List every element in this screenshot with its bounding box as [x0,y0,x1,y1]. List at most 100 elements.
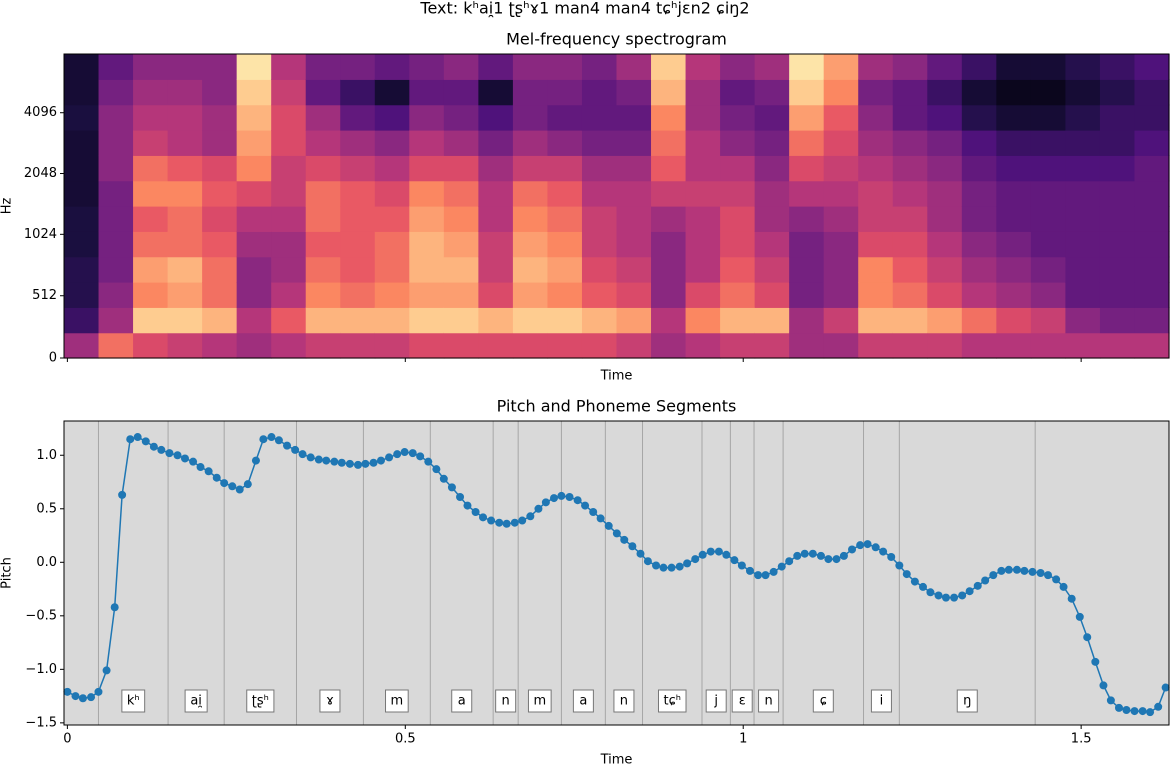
axes-title: Pitch and Phoneme Segments [497,397,737,416]
pitch-point [235,485,244,494]
pitch-point [565,493,574,501]
spectrogram-cell [927,104,963,131]
spectrogram-cell [685,54,721,80]
spectrogram-cell [892,231,928,258]
pitch-point [1028,567,1037,576]
pitch-point [698,550,707,559]
pitch-point [895,561,904,570]
spectrogram-cell [443,282,479,308]
pitch-point [785,557,794,566]
pitch-point [78,694,87,703]
spectrogram-cell [685,79,721,106]
phoneme-label: m [527,689,552,713]
spectrogram-cell [236,104,272,131]
phoneme-box [731,689,753,713]
spectrogram-cell [305,256,341,283]
pitch-point [376,456,385,465]
axes-frame [63,53,1170,359]
spectrogram-cell [133,130,169,156]
y-axis-label: Pitch [0,557,15,589]
spectrogram-cell [754,104,790,131]
pitch-point [385,453,394,462]
spectrogram-cell [892,130,928,156]
spectrogram-cell [236,130,272,156]
spectrogram-cell [581,180,618,207]
spectrogram-cell [1099,180,1136,207]
pitch-point [856,541,865,550]
pitch-point [361,459,370,468]
spectrogram-cell [720,79,756,106]
phoneme-label: n [495,689,517,713]
spectrogram-cell [996,256,1032,283]
phoneme-text: m [533,694,546,709]
spectrogram-cell [340,332,376,359]
pitch-point [314,455,323,464]
spectrogram-cell [340,206,376,232]
pitch-point [1091,657,1100,666]
spectrogram-cell [789,180,825,207]
phoneme-text: ɕ [820,694,827,709]
pitch-point [1004,565,1013,574]
spectrogram-cell [961,282,997,308]
spectrogram-cell [478,180,514,207]
phoneme-label: n [758,689,780,713]
spectrogram-cell [858,256,894,283]
pitch-point [306,453,315,462]
phoneme-text: a [579,694,587,709]
spectrogram-cell [202,256,238,283]
y-axis-label: Hz [0,198,15,215]
phoneme-label: i [870,689,892,713]
spectrogram-cell [961,54,997,80]
spectrogram-cell [202,54,238,80]
pitch-point [839,551,848,560]
spectrogram-cell [581,231,618,258]
spectrogram-cell [64,79,100,106]
pitch-point [589,507,598,516]
spectrogram-cell [720,155,756,182]
spectrogram-cell [581,130,618,156]
spectrogram-cell [651,104,687,131]
spectrogram-cell [271,231,307,258]
spectrogram-cell [858,54,894,80]
phoneme-box [495,689,517,713]
spectrogram-cell [133,282,169,308]
spectrogram-cell [996,79,1032,106]
spectrogram-cell [271,206,307,232]
spectrogram-cell [202,231,238,258]
spectrogram-cell [1065,256,1101,283]
spectrogram-cell [305,79,341,106]
spectrogram-cell [202,332,238,359]
pitch-point [322,456,331,465]
y-tick-label: −1.5 [25,715,57,730]
spectrogram-cell [961,307,997,334]
spectrogram-cell [616,307,652,334]
spectrogram-cell [409,231,445,258]
phoneme-text: ai̯ [190,694,202,709]
spectrogram-cell [547,256,583,283]
spectrogram-cell [823,180,859,207]
spectrogram-cell [271,155,307,182]
spectrogram-cell [374,130,410,156]
y-tick-label: 1024 [24,227,57,242]
spectrogram-cell [754,79,790,106]
phoneme-box [121,689,146,713]
spectrogram-cell [64,307,100,334]
spectrogram-cell [961,104,997,131]
spectrogram-cell [685,332,721,359]
spectrogram-cell [651,54,687,80]
phoneme-label: a [572,689,594,713]
spectrogram-cell [167,332,203,359]
spectrogram-cell [512,130,549,156]
phoneme-box [451,689,473,713]
pitch-point [549,494,558,503]
spectrogram-cell [823,332,859,359]
pitch-point [745,566,754,575]
spectrogram-cell [1065,104,1101,131]
pitch-point [220,479,229,488]
spectrogram-cell [616,282,652,308]
pitch-point [652,561,661,570]
pitch-point [667,563,676,572]
pitch-point [1130,707,1139,716]
spectrogram-cell [64,206,100,232]
spectrogram-cell [305,206,341,232]
